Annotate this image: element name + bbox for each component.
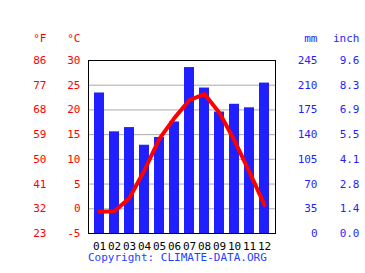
svg-text:77: 77	[33, 79, 46, 92]
svg-text:20: 20	[67, 103, 80, 116]
svg-text:6.9: 6.9	[340, 103, 360, 116]
svg-text:0: 0	[74, 202, 81, 215]
svg-text:70: 70	[304, 178, 317, 191]
svg-text:0: 0	[311, 227, 318, 240]
html-text:Copyright: CLIMATE-DATA.ORG: Copyright: CLIMATE-DATA.ORG	[88, 251, 267, 264]
svg-text:86: 86	[33, 54, 46, 67]
svg-text:5: 5	[74, 178, 81, 191]
svg-text:10: 10	[67, 153, 80, 166]
svg-text:41: 41	[33, 178, 46, 191]
svg-text:5.5: 5.5	[340, 128, 360, 141]
svg-text:2.8: 2.8	[340, 178, 360, 191]
svg-text:9.6: 9.6	[340, 54, 360, 67]
svg-text:0.0: 0.0	[340, 227, 360, 240]
svg-text:-5: -5	[67, 227, 80, 240]
svg-text:mm: mm	[304, 32, 318, 45]
svg-text:°C: °C	[67, 32, 80, 45]
svg-text:23: 23	[33, 227, 46, 240]
svg-text:25: 25	[67, 79, 80, 92]
svg-text:245: 245	[298, 54, 318, 67]
svg-text:59: 59	[33, 128, 46, 141]
svg-text:1.4: 1.4	[340, 202, 360, 215]
svg-text:175: 175	[298, 103, 318, 116]
svg-text:4.1: 4.1	[340, 153, 360, 166]
svg-text:35: 35	[304, 202, 317, 215]
svg-text:32: 32	[33, 202, 46, 215]
svg-text:68: 68	[33, 103, 46, 116]
html-text:01 02 03 04 05 06 07 08 09 10: 01 02 03 04 05 06 07 08 09 10 11 12	[92, 240, 272, 254]
svg-text:140: 140	[298, 128, 318, 141]
svg-text:50: 50	[33, 153, 46, 166]
svg-text:inch: inch	[333, 32, 360, 45]
svg-text:30: 30	[67, 54, 80, 67]
svg-text:105: 105	[298, 153, 318, 166]
svg-text:15: 15	[67, 128, 80, 141]
svg-text:8.3: 8.3	[340, 79, 360, 92]
svg-text:210: 210	[298, 79, 318, 92]
svg-text:°F: °F	[33, 32, 46, 45]
